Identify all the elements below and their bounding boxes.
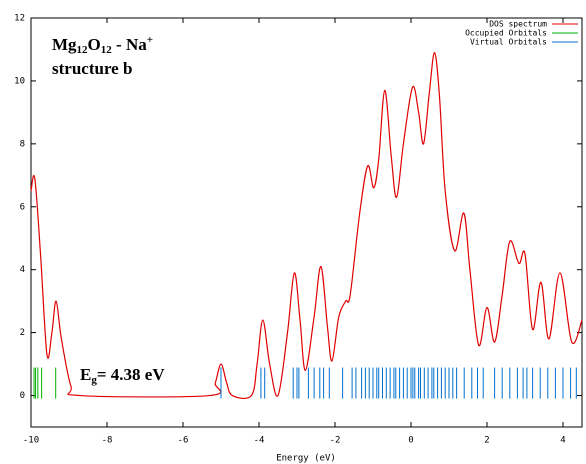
plot-frame	[30, 17, 583, 428]
dos-line	[30, 52, 583, 399]
annotation-structure: structure b	[52, 59, 132, 78]
ann-part: +	[147, 34, 153, 46]
y-tick-label: 4	[20, 265, 25, 275]
x-tick-label: -4	[254, 436, 265, 446]
ann-part: g	[91, 374, 97, 386]
annotation-gap: Eg= 4.38 eV	[80, 365, 165, 386]
x-tick-label: -2	[330, 436, 341, 446]
ann-part: = 4.38 eV	[97, 365, 165, 384]
ann-part: E	[80, 365, 91, 384]
ann-part: - Na	[112, 35, 147, 54]
x-tick-label: 4	[560, 436, 565, 446]
x-tick-label: -8	[102, 436, 113, 446]
x-tick-label: 0	[408, 436, 413, 446]
legend-label: DOS spectrum	[489, 20, 547, 29]
y-tick-label: 6	[20, 202, 25, 212]
ann-part: 12	[101, 44, 113, 56]
ann-part: 12	[77, 44, 89, 56]
y-tick-label: 2	[20, 328, 25, 338]
x-tick-label: -6	[178, 436, 189, 446]
legend-label: Occupied Orbitals	[465, 29, 547, 38]
x-tick-label: 2	[484, 436, 489, 446]
legend-label: Virtual Orbitals	[470, 38, 547, 47]
x-tick-label: -10	[23, 436, 39, 446]
y-tick-label: 0	[20, 391, 25, 401]
ann-part: O	[88, 35, 101, 54]
y-tick-label: 12	[14, 14, 25, 24]
y-tick-label: 10	[14, 76, 25, 86]
y-tick-label: 8	[20, 139, 25, 149]
annotation-molecule: Mg12O12 - Na+	[52, 34, 153, 56]
x-axis-label: Energy (eV)	[276, 454, 336, 464]
ann-part: Mg	[52, 35, 77, 54]
